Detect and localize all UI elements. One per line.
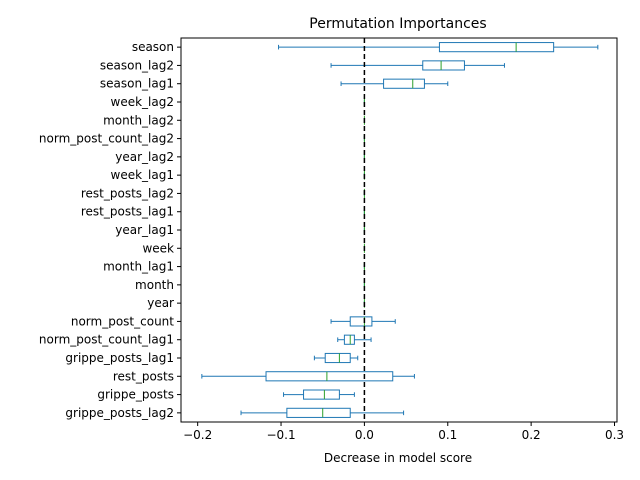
y-tick-label: norm_post_count_lag1 [39,333,174,347]
x-tick-label: 0.1 [438,428,457,442]
box-year: year [147,296,365,310]
x-tick-label: 0.0 [355,428,374,442]
y-tick-label: year_lag1 [115,223,174,237]
y-tick-label: grippe_posts_lag2 [65,406,174,420]
box-iqr [422,60,465,71]
x-tick-label: −0.1 [266,428,295,442]
y-tick-label: rest_posts_lag2 [81,186,174,200]
y-tick-label: month_lag2 [103,113,174,127]
box-iqr [349,316,373,327]
box-year-lag2: year_lag2 [115,150,365,164]
box-iqr [286,407,351,418]
x-tick-label: 0.3 [605,428,624,442]
box-iqr [438,42,555,53]
box-iqr [303,389,340,400]
box-grippe-posts-lag2: grippe_posts_lag2 [65,406,405,420]
x-axis-label: Decrease in model score [324,451,472,465]
box-week-lag2: week_lag2 [111,95,365,109]
y-tick-label: week_lag2 [111,95,174,109]
y-tick-label: norm_post_count_lag2 [39,132,174,146]
box-week: week [142,241,365,255]
y-tick-label: week_lag1 [111,168,174,182]
box-norm-post-count: norm_post_count [71,314,396,328]
box-iqr [265,371,394,382]
y-tick-label: season_lag1 [100,77,174,91]
box-iqr [324,352,351,364]
box-week-lag1: week_lag1 [111,168,365,182]
y-tick-label: season_lag2 [100,58,174,72]
y-tick-label: rest_posts_lag1 [81,205,174,219]
box-norm-post-count-lag2: norm_post_count_lag2 [39,132,365,146]
y-tick-label: season [132,40,174,54]
y-tick-label: grippe_posts [97,388,174,402]
box-season-lag1: season_lag1 [100,77,449,91]
box-month: month [135,278,365,292]
box-rest-posts-lag2: rest_posts_lag2 [81,186,365,200]
box-season-lag2: season_lag2 [100,58,505,72]
y-tick-label: year_lag2 [115,150,174,164]
chart-title: Permutation Importances [309,16,486,32]
box-rest-posts-lag1: rest_posts_lag1 [81,205,365,219]
y-tick-label: month_lag1 [103,260,174,274]
x-tick-label: 0.2 [522,428,541,442]
box-month-lag1: month_lag1 [103,260,365,274]
plot-area: −0.2 −0.1 0.0 0.1 0.2 0.3 season season_lag2sea… [39,37,624,442]
y-tick-label: week [142,241,174,255]
box-iqr [383,78,425,89]
box-grippe-posts: grippe_posts [97,388,355,402]
x-tick-label: −0.2 [183,428,212,442]
box-rest-posts: rest_posts [113,369,415,383]
plot-frame [180,37,618,423]
box-season: season [132,40,599,54]
box-iqr [343,334,355,345]
y-tick-label: norm_post_count [71,314,174,328]
y-tick-label: year [147,296,174,310]
box-month-lag2: month_lag2 [103,113,365,127]
y-tick-label: grippe_posts_lag1 [65,351,174,365]
box-year-lag1: year_lag1 [115,223,365,237]
box-grippe-posts-lag1: grippe_posts_lag1 [65,351,359,365]
y-tick-label: rest_posts [113,369,174,383]
y-tick-label: month [135,278,174,292]
box-norm-post-count-lag1: norm_post_count_lag1 [39,333,372,347]
